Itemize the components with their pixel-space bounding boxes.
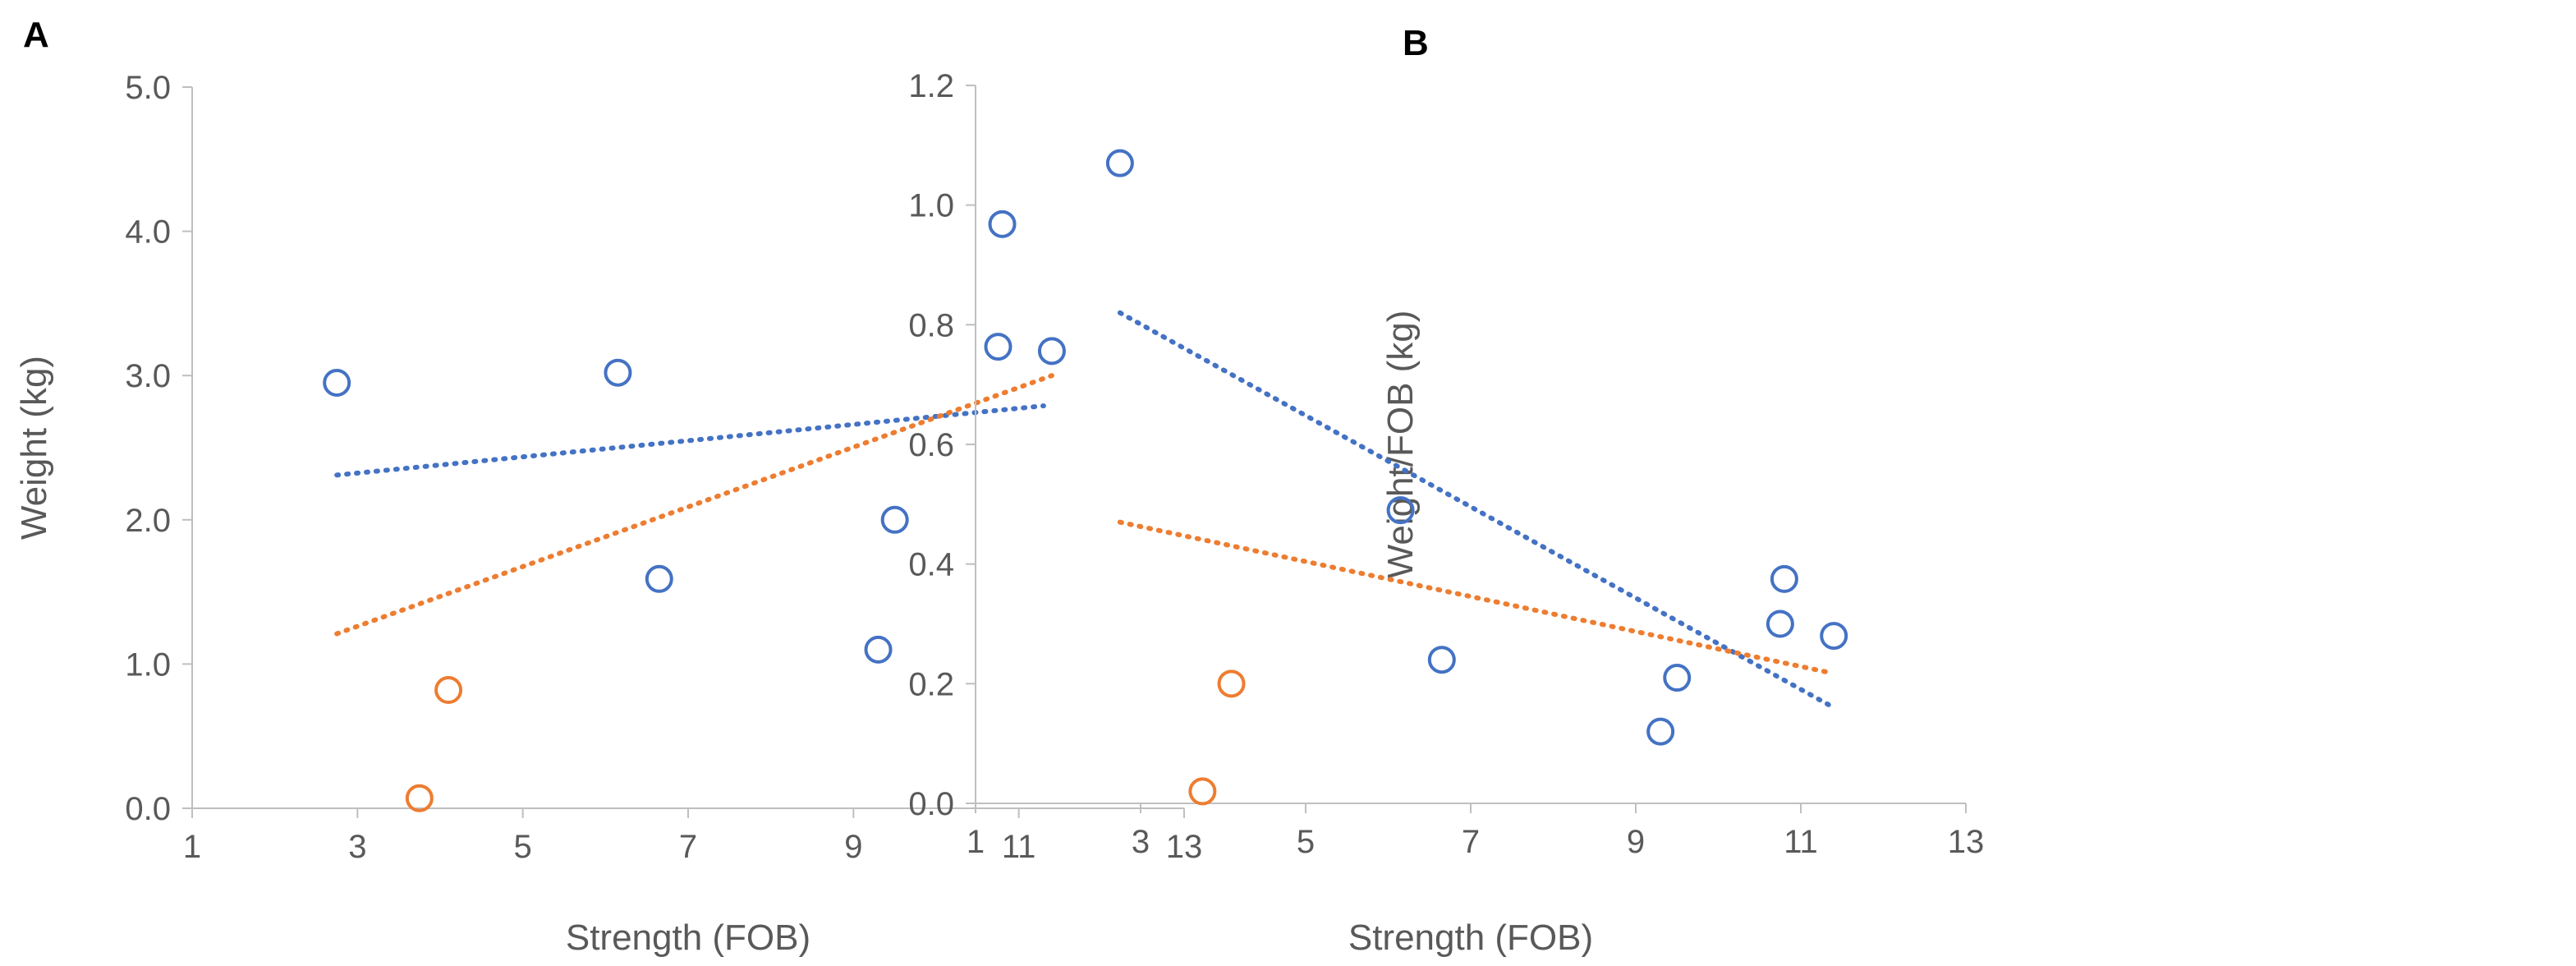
y-tick-label: 3.0 [125,358,171,394]
data-point-orange [434,676,463,705]
x-tick-label: 3 [1132,824,1150,860]
x-tick-label: 11 [1784,824,1818,860]
x-tick-label: 9 [1627,824,1645,860]
data-point-blue [604,358,632,387]
x-tick-label: 5 [514,829,532,865]
y-tick-label: 2.0 [125,503,171,539]
data-point-blue [1820,622,1848,651]
x-tick-label: 7 [1462,824,1480,860]
y-tick-label: 0.6 [908,427,954,463]
data-point-blue [880,505,909,534]
data-point-blue [984,333,1012,361]
data-point-blue [1037,337,1066,366]
x-tick-label: 7 [679,829,697,865]
chart-panel-a: A 1 3 5 7 9 11 13 0.0 1.0 2.0 3.0 4.0 5.0 Strength (F… [14,15,1203,958]
data-point-blue [1646,717,1675,746]
trendline-blue [1117,310,1837,711]
data-point-blue [988,209,1017,238]
y-tick-label: 5.0 [125,70,171,106]
y-tick-label: 0.8 [908,307,954,343]
trendline-orange [1117,519,1829,674]
y-tick-label: 1.0 [125,646,171,683]
x-tick-label: 1 [967,824,985,860]
y-tick-label: 1.0 [908,188,954,224]
y-tick-label: 0.0 [125,791,171,827]
y-axis-title: Weight/FOB (kg) [1380,310,1421,579]
x-tick-label: 11 [1002,829,1036,865]
panel-label-b: B [1403,23,1429,63]
x-tick-label: 9 [844,829,862,865]
y-tick-label: 0.2 [908,666,954,702]
trendline-blue [334,403,1046,478]
y-tick-label: 4.0 [125,214,171,251]
data-point-orange [1217,669,1246,698]
trendline-orange [334,373,1054,637]
x-tick-label: 3 [348,829,366,865]
x-tick-label: 1 [183,829,201,865]
panel-label-a: A [23,15,49,55]
data-point-blue [864,635,893,664]
data-point-blue [323,368,351,397]
data-point-blue [645,564,673,593]
y-tick-label: 0.4 [908,547,954,583]
data-point-blue [1663,664,1692,692]
y-axis-title: Weight (kg) [14,356,54,540]
x-tick-label: 13 [1948,824,1985,860]
data-point-blue [1766,610,1794,638]
data-point-orange [405,784,434,812]
data-point-blue [1427,646,1456,674]
x-tick-label: 5 [1297,824,1315,860]
chart-panel-b: B 1 3 5 7 9 11 13 0.0 0.2 0.4 0.6 0.8 1.0 1.2 Strength… [908,0,2576,966]
data-point-blue [1386,496,1415,525]
x-axis-title: Strength (FOB) [1348,918,1593,958]
y-tick-label: 0.0 [908,786,954,822]
x-tick-label: 13 [1166,829,1203,865]
y-tick-label: 1.2 [908,68,954,104]
data-point-blue [1770,564,1798,593]
data-point-orange [1188,777,1217,806]
x-axis-title: Strength (FOB) [566,918,810,958]
data-point-blue [1105,149,1134,177]
